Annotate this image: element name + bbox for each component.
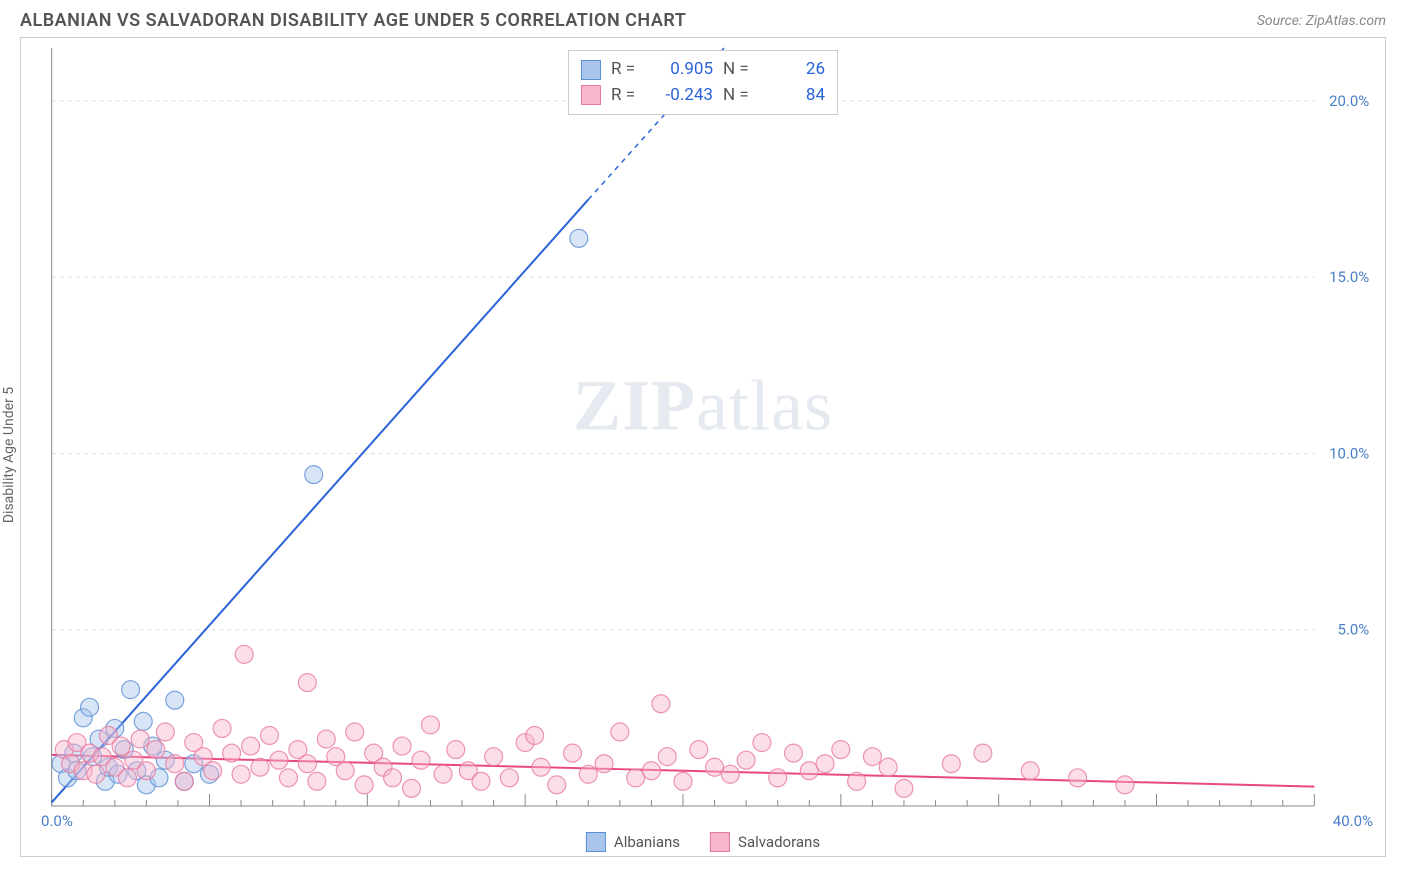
legend-label-salvadorans: Salvadorans [738,833,820,851]
legend-item-salvadorans: Salvadorans [710,832,820,852]
stats-row-albanians: R = 0.905 N = 26 [581,57,825,83]
stat-r-val-0: 0.905 [653,57,713,83]
stat-n-val-1: 84 [765,83,825,109]
chart-container: Disability Age Under 5 ZIPatlas 5.0%10.0… [20,37,1386,857]
svg-text:5.0%: 5.0% [1337,621,1369,639]
x-axis-right-label: 40.0% [1333,812,1373,830]
legend-swatch-albanians [586,832,606,852]
svg-text:15.0%: 15.0% [1329,268,1369,286]
legend-item-albanians: Albanians [586,832,680,852]
stat-r-label-0: R = [611,57,643,83]
plot-svg: 5.0%10.0%15.0%20.0% [51,48,1315,806]
legend-label-albanians: Albanians [614,833,680,851]
chart-header: ALBANIAN VS SALVADORAN DISABILITY AGE UN… [0,0,1406,37]
svg-text:10.0%: 10.0% [1329,444,1369,462]
plot-area: 5.0%10.0%15.0%20.0% [51,48,1315,806]
bottom-legend: Albanians Salvadorans [586,832,820,852]
stat-n-label-1: N = [723,83,755,109]
chart-source: Source: ZipAtlas.com [1257,13,1386,29]
stat-n-val-0: 26 [765,57,825,83]
x-axis-left-label: 0.0% [41,812,73,830]
stat-r-label-1: R = [611,83,643,109]
stats-box: R = 0.905 N = 26 R = -0.243 N = 84 [568,50,838,115]
y-axis-label: Disability Age Under 5 [1,387,17,523]
swatch-salvadorans [581,85,601,105]
chart-title: ALBANIAN VS SALVADORAN DISABILITY AGE UN… [20,10,686,31]
svg-text:20.0%: 20.0% [1329,92,1369,110]
swatch-albanians [581,60,601,80]
stat-r-val-1: -0.243 [653,83,713,109]
stat-n-label-0: N = [723,57,755,83]
legend-swatch-salvadorans [710,832,730,852]
stats-row-salvadorans: R = -0.243 N = 84 [581,83,825,109]
